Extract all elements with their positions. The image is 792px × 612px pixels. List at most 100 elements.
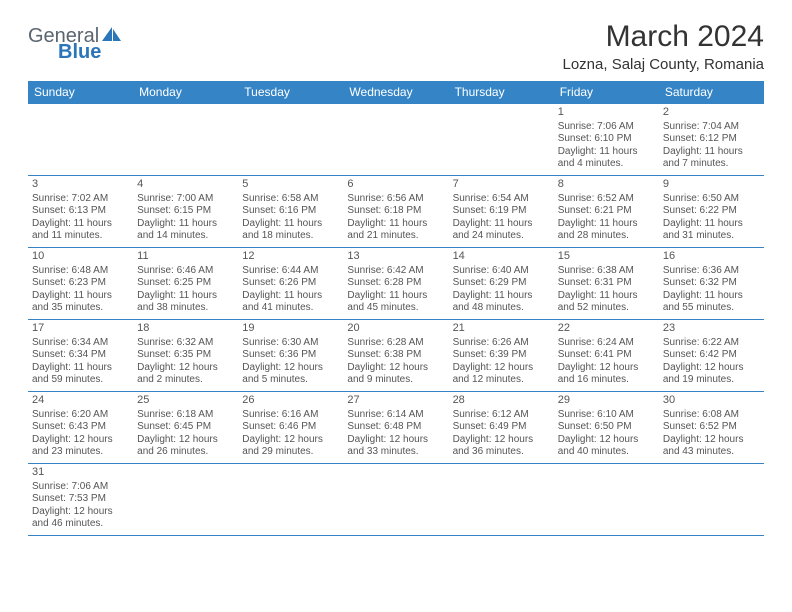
sunrise-line: Sunrise: 6:28 AM — [347, 337, 444, 350]
logo-sail-icon — [101, 26, 123, 46]
calendar-day-cell: 18Sunrise: 6:32 AMSunset: 6:35 PMDayligh… — [133, 320, 238, 392]
day-number: 2 — [663, 106, 760, 120]
calendar-day-cell: 29Sunrise: 6:10 AMSunset: 6:50 PMDayligh… — [554, 392, 659, 464]
sunrise-line: Sunrise: 6:14 AM — [347, 409, 444, 422]
weekday-header: Wednesday — [343, 81, 448, 104]
day-number: 29 — [558, 394, 655, 408]
sunset-line: Sunset: 6:10 PM — [558, 133, 655, 146]
weekday-header: Friday — [554, 81, 659, 104]
day-number: 14 — [453, 250, 550, 264]
weekday-header: Tuesday — [238, 81, 343, 104]
sunrise-line: Sunrise: 6:22 AM — [663, 337, 760, 350]
sunrise-line: Sunrise: 6:52 AM — [558, 193, 655, 206]
calendar-empty-cell — [238, 464, 343, 536]
day-number: 25 — [137, 394, 234, 408]
daylight-line: Daylight: 11 hours and 48 minutes. — [453, 290, 550, 315]
daylight-line: Daylight: 12 hours and 19 minutes. — [663, 362, 760, 387]
calendar-day-cell: 5Sunrise: 6:58 AMSunset: 6:16 PMDaylight… — [238, 176, 343, 248]
day-number: 15 — [558, 250, 655, 264]
calendar-day-cell: 6Sunrise: 6:56 AMSunset: 6:18 PMDaylight… — [343, 176, 448, 248]
month-title: March 2024 — [562, 20, 764, 54]
sunrise-line: Sunrise: 6:32 AM — [137, 337, 234, 350]
calendar-day-cell: 13Sunrise: 6:42 AMSunset: 6:28 PMDayligh… — [343, 248, 448, 320]
calendar-empty-cell — [343, 464, 448, 536]
calendar-day-cell: 4Sunrise: 7:00 AMSunset: 6:15 PMDaylight… — [133, 176, 238, 248]
day-number: 26 — [242, 394, 339, 408]
sunset-line: Sunset: 6:13 PM — [32, 205, 129, 218]
calendar-empty-cell — [659, 464, 764, 536]
calendar-empty-cell — [28, 104, 133, 176]
calendar-day-cell: 21Sunrise: 6:26 AMSunset: 6:39 PMDayligh… — [449, 320, 554, 392]
day-number: 1 — [558, 106, 655, 120]
sunset-line: Sunset: 6:28 PM — [347, 277, 444, 290]
calendar-day-cell: 19Sunrise: 6:30 AMSunset: 6:36 PMDayligh… — [238, 320, 343, 392]
day-number: 24 — [32, 394, 129, 408]
sunset-line: Sunset: 6:12 PM — [663, 133, 760, 146]
sunrise-line: Sunrise: 6:26 AM — [453, 337, 550, 350]
sunrise-line: Sunrise: 7:06 AM — [32, 481, 129, 494]
sunrise-line: Sunrise: 7:00 AM — [137, 193, 234, 206]
day-number: 13 — [347, 250, 444, 264]
daylight-line: Daylight: 11 hours and 35 minutes. — [32, 290, 129, 315]
sunrise-line: Sunrise: 6:08 AM — [663, 409, 760, 422]
sunrise-line: Sunrise: 7:02 AM — [32, 193, 129, 206]
day-number: 7 — [453, 178, 550, 192]
calendar-day-cell: 20Sunrise: 6:28 AMSunset: 6:38 PMDayligh… — [343, 320, 448, 392]
calendar-day-cell: 2Sunrise: 7:04 AMSunset: 6:12 PMDaylight… — [659, 104, 764, 176]
calendar-empty-cell — [449, 464, 554, 536]
daylight-line: Daylight: 11 hours and 45 minutes. — [347, 290, 444, 315]
sunset-line: Sunset: 6:15 PM — [137, 205, 234, 218]
sunset-line: Sunset: 6:29 PM — [453, 277, 550, 290]
daylight-line: Daylight: 11 hours and 4 minutes. — [558, 146, 655, 171]
sunset-line: Sunset: 6:23 PM — [32, 277, 129, 290]
calendar-week-row: 17Sunrise: 6:34 AMSunset: 6:34 PMDayligh… — [28, 320, 764, 392]
daylight-line: Daylight: 11 hours and 28 minutes. — [558, 218, 655, 243]
calendar-day-cell: 9Sunrise: 6:50 AMSunset: 6:22 PMDaylight… — [659, 176, 764, 248]
daylight-line: Daylight: 11 hours and 31 minutes. — [663, 218, 760, 243]
calendar-day-cell: 7Sunrise: 6:54 AMSunset: 6:19 PMDaylight… — [449, 176, 554, 248]
calendar-empty-cell — [343, 104, 448, 176]
calendar-day-cell: 23Sunrise: 6:22 AMSunset: 6:42 PMDayligh… — [659, 320, 764, 392]
sunrise-line: Sunrise: 6:16 AM — [242, 409, 339, 422]
sunset-line: Sunset: 6:19 PM — [453, 205, 550, 218]
daylight-line: Daylight: 12 hours and 23 minutes. — [32, 434, 129, 459]
calendar-day-cell: 8Sunrise: 6:52 AMSunset: 6:21 PMDaylight… — [554, 176, 659, 248]
calendar-day-cell: 30Sunrise: 6:08 AMSunset: 6:52 PMDayligh… — [659, 392, 764, 464]
day-number: 22 — [558, 322, 655, 336]
day-number: 4 — [137, 178, 234, 192]
sunset-line: Sunset: 6:38 PM — [347, 349, 444, 362]
daylight-line: Daylight: 11 hours and 41 minutes. — [242, 290, 339, 315]
sunrise-line: Sunrise: 6:40 AM — [453, 265, 550, 278]
day-number: 28 — [453, 394, 550, 408]
daylight-line: Daylight: 12 hours and 2 minutes. — [137, 362, 234, 387]
sunset-line: Sunset: 6:21 PM — [558, 205, 655, 218]
logo-text: General Blue — [28, 26, 123, 62]
sunrise-line: Sunrise: 6:10 AM — [558, 409, 655, 422]
day-number: 8 — [558, 178, 655, 192]
calendar-day-cell: 17Sunrise: 6:34 AMSunset: 6:34 PMDayligh… — [28, 320, 133, 392]
sunrise-line: Sunrise: 6:44 AM — [242, 265, 339, 278]
daylight-line: Daylight: 12 hours and 36 minutes. — [453, 434, 550, 459]
calendar-week-row: 31Sunrise: 7:06 AMSunset: 7:53 PMDayligh… — [28, 464, 764, 536]
sunrise-line: Sunrise: 6:48 AM — [32, 265, 129, 278]
day-number: 5 — [242, 178, 339, 192]
calendar-day-cell: 28Sunrise: 6:12 AMSunset: 6:49 PMDayligh… — [449, 392, 554, 464]
calendar-day-cell: 27Sunrise: 6:14 AMSunset: 6:48 PMDayligh… — [343, 392, 448, 464]
sunset-line: Sunset: 6:18 PM — [347, 205, 444, 218]
calendar-day-cell: 12Sunrise: 6:44 AMSunset: 6:26 PMDayligh… — [238, 248, 343, 320]
daylight-line: Daylight: 12 hours and 40 minutes. — [558, 434, 655, 459]
sunset-line: Sunset: 6:52 PM — [663, 421, 760, 434]
sunset-line: Sunset: 6:41 PM — [558, 349, 655, 362]
daylight-line: Daylight: 11 hours and 7 minutes. — [663, 146, 760, 171]
sunrise-line: Sunrise: 6:58 AM — [242, 193, 339, 206]
sunrise-line: Sunrise: 6:42 AM — [347, 265, 444, 278]
sunrise-line: Sunrise: 7:04 AM — [663, 121, 760, 134]
sunset-line: Sunset: 6:49 PM — [453, 421, 550, 434]
sunset-line: Sunset: 6:31 PM — [558, 277, 655, 290]
sunrise-line: Sunrise: 6:56 AM — [347, 193, 444, 206]
calendar-day-cell: 14Sunrise: 6:40 AMSunset: 6:29 PMDayligh… — [449, 248, 554, 320]
daylight-line: Daylight: 12 hours and 5 minutes. — [242, 362, 339, 387]
calendar-day-cell: 3Sunrise: 7:02 AMSunset: 6:13 PMDaylight… — [28, 176, 133, 248]
weekday-header: Sunday — [28, 81, 133, 104]
day-number: 16 — [663, 250, 760, 264]
